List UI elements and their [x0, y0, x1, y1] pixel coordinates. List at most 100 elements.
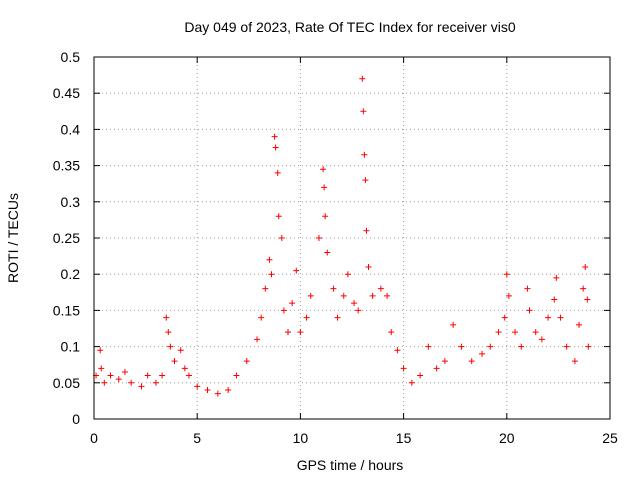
y-tick-label: 0.2	[61, 266, 81, 282]
data-point	[97, 347, 104, 354]
data-point	[571, 358, 578, 365]
data-point	[159, 372, 166, 379]
data-point	[458, 343, 465, 350]
data-point	[262, 285, 269, 292]
data-point	[365, 263, 372, 270]
data-point	[289, 300, 296, 307]
data-point	[115, 376, 122, 383]
y-tick-label: 0.1	[61, 339, 81, 355]
data-point	[563, 343, 570, 350]
data-point	[512, 329, 519, 336]
data-point	[171, 358, 178, 365]
data-point	[388, 329, 395, 336]
data-point	[363, 227, 370, 234]
y-tick-label: 0.5	[61, 49, 81, 65]
data-point	[233, 372, 240, 379]
tick-labels: 0 0.05 0.1 0.15 0.2 0.25 0.3 0.35 0.4 0.45 0.5 0 5 10…	[53, 49, 618, 446]
data-point	[503, 271, 510, 278]
data-point	[254, 336, 261, 343]
y-tick-label: 0.25	[53, 230, 80, 246]
y-tick-label: 0.35	[53, 158, 80, 174]
data-point	[501, 314, 508, 321]
data-point	[297, 329, 304, 336]
data-point	[275, 213, 282, 220]
data-point	[441, 358, 448, 365]
x-tick-label: 5	[193, 430, 201, 446]
y-tick-label: 0.15	[53, 302, 80, 318]
data-point	[280, 307, 287, 314]
data-point	[225, 387, 232, 394]
data-point	[181, 365, 188, 372]
data-point	[576, 321, 583, 328]
data-point	[532, 329, 539, 336]
data-point	[274, 169, 281, 176]
data-point	[505, 292, 512, 299]
data-point	[194, 383, 201, 390]
data-point	[320, 166, 327, 173]
data-point	[394, 347, 401, 354]
y-tick-label: 0.05	[53, 375, 80, 391]
data-point	[551, 296, 558, 303]
data-point	[468, 358, 475, 365]
x-axis-label: GPS time / hours	[297, 457, 404, 473]
data-point	[307, 292, 314, 299]
data-point	[98, 365, 105, 372]
data-point	[272, 144, 279, 151]
data-point	[324, 249, 331, 256]
data-point	[128, 379, 135, 386]
data-point	[384, 292, 391, 299]
grid	[94, 57, 610, 419]
data-point	[177, 347, 184, 354]
chart-title: Day 049 of 2023, Rate Of TEC Index for r…	[184, 19, 515, 35]
data-point	[582, 263, 589, 270]
data-point	[107, 372, 114, 379]
data-point	[361, 151, 368, 158]
data-point	[369, 292, 376, 299]
data-point	[400, 365, 407, 372]
data-point	[165, 329, 172, 336]
x-tick-label: 15	[396, 430, 412, 446]
y-tick-label: 0.4	[61, 121, 81, 137]
y-axis-label: ROTI / TECUs	[5, 193, 21, 283]
data-point	[545, 314, 552, 321]
data-point	[377, 285, 384, 292]
data-point	[340, 292, 347, 299]
data-point	[214, 390, 221, 397]
y-tick-label: 0.3	[61, 194, 81, 210]
data-point	[322, 213, 329, 220]
data-point	[266, 256, 273, 263]
x-tick-label: 20	[499, 430, 515, 446]
data-point	[553, 274, 560, 281]
data-point	[518, 343, 525, 350]
data-point	[585, 343, 592, 350]
data-point	[362, 177, 369, 184]
data-points	[93, 75, 592, 397]
data-point	[152, 379, 159, 386]
data-point	[271, 133, 278, 140]
data-point	[557, 314, 564, 321]
data-point	[408, 379, 415, 386]
data-point	[417, 372, 424, 379]
data-point	[285, 329, 292, 336]
data-point	[243, 358, 250, 365]
x-tick-label: 25	[602, 430, 618, 446]
data-point	[538, 336, 545, 343]
x-tick-label: 10	[293, 430, 309, 446]
data-point	[526, 307, 533, 314]
data-point	[185, 372, 192, 379]
data-point	[144, 372, 151, 379]
data-point	[351, 300, 358, 307]
x-tick-label: 0	[90, 430, 98, 446]
data-point	[584, 296, 591, 303]
data-point	[167, 343, 174, 350]
data-point	[344, 271, 351, 278]
data-point	[121, 368, 128, 375]
y-tick-label: 0	[72, 411, 80, 427]
data-point	[268, 271, 275, 278]
data-point	[163, 314, 170, 321]
ticks	[93, 56, 611, 420]
data-point	[204, 387, 211, 394]
data-point	[360, 108, 367, 115]
